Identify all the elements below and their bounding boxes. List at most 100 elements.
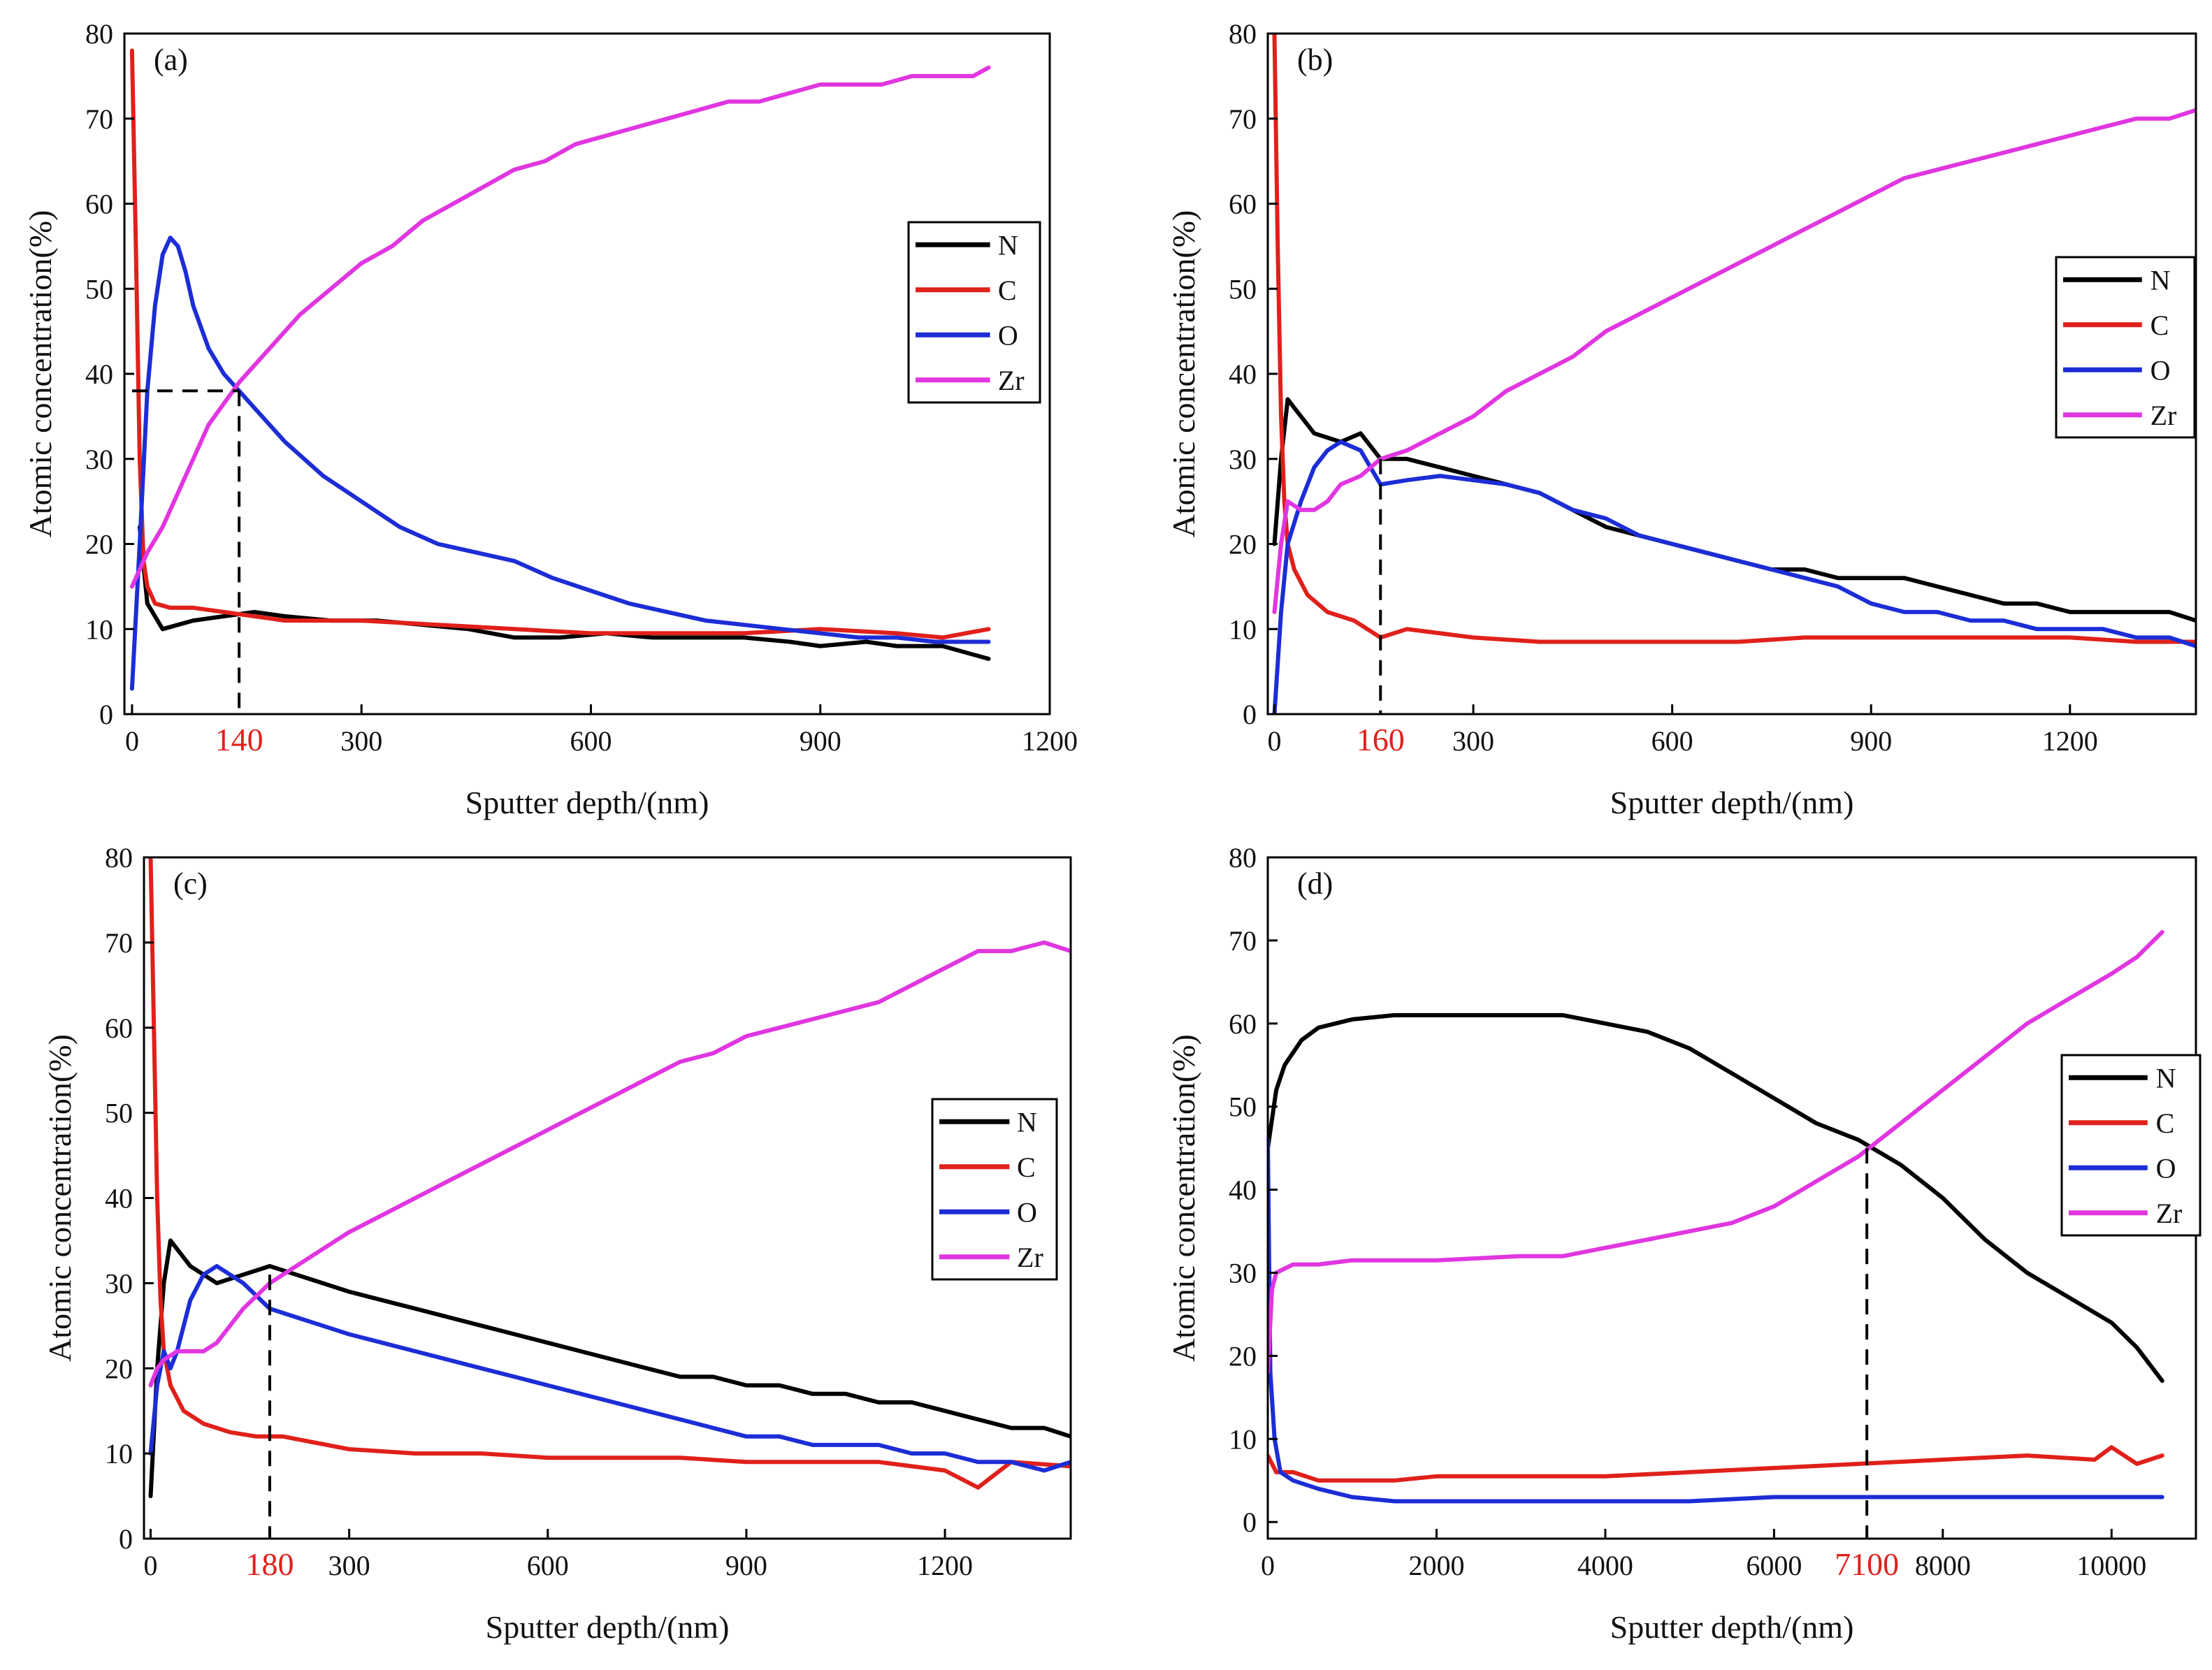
- y-tick-label: 40: [1229, 1175, 1257, 1206]
- y-tick-label: 80: [105, 842, 133, 873]
- x-tick-label: 600: [570, 725, 612, 757]
- series-line-N: [1268, 1012, 2164, 1384]
- legend: NCO Zr: [2060, 1054, 2202, 1237]
- series-line-Zr: [129, 65, 991, 589]
- x-tick-label: 1200: [1022, 725, 1078, 757]
- x-axis-title: Sputter depth/(nm): [1610, 1609, 1854, 1645]
- panel-label: (b): [1297, 43, 1333, 77]
- legend-box: [2055, 256, 2196, 439]
- legend: NCO Zr: [931, 1098, 1058, 1281]
- legend-label-N: N: [2156, 1062, 2176, 1094]
- y-tick-label: 30: [1229, 444, 1257, 475]
- x-tick-label: 8000: [1915, 1550, 1971, 1581]
- legend-label-O: O: [2156, 1152, 2176, 1184]
- panel-label: (d): [1297, 866, 1333, 901]
- series-group: [1272, 34, 2196, 714]
- x-tick-label: 10000: [2076, 1550, 2146, 1581]
- x-tick-label: 6000: [1746, 1550, 1802, 1581]
- plot-frame: [1266, 856, 2197, 1540]
- y-tick-label: 20: [85, 529, 113, 560]
- legend-label-N: N: [2150, 264, 2171, 296]
- series-line-O: [129, 235, 991, 691]
- y-tick-label: 10: [105, 1438, 133, 1469]
- legend-label-Zr: Zr: [1017, 1242, 1043, 1273]
- legend-label-O: O: [2150, 354, 2171, 386]
- y-axis-title: Atomic concentration(%): [22, 210, 58, 538]
- x-tick-label: 0: [125, 725, 139, 757]
- y-tick-label: 30: [1229, 1258, 1257, 1289]
- chart-panel-4: 0 10 20 30 40 50 60 70 80 0 2000 4000 6000 8000 10000 7…: [1166, 842, 2202, 1645]
- y-tick-label: 30: [105, 1268, 133, 1299]
- y-tick-label: 50: [85, 273, 113, 305]
- y-tick-label: 50: [105, 1098, 133, 1129]
- y-tick-label: 30: [85, 444, 113, 475]
- legend: NCO Zr: [2055, 256, 2196, 439]
- chart-panel-3: 0 10 20 30 40 50 60 70 80 0 300 600 900 1200 180 Sputte…: [42, 842, 1072, 1645]
- legend-label-Zr: Zr: [998, 365, 1025, 396]
- legend-label-N: N: [998, 229, 1018, 261]
- marker-depth-label: 140: [215, 722, 263, 757]
- y-tick-label: 80: [85, 18, 113, 50]
- y-tick-label: 10: [1229, 613, 1257, 645]
- x-tick-label: 300: [340, 725, 382, 757]
- x-tick-label: 900: [725, 1550, 767, 1581]
- y-axis-title: Atomic concentration(%): [1166, 210, 1201, 538]
- y-tick-label: 20: [1229, 529, 1257, 560]
- series-line-Zr: [148, 940, 1071, 1388]
- chart-panel-2: 0 10 20 30 40 50 60 70 80 0 300 600 900 1200 160 Sputte…: [1166, 18, 2197, 820]
- y-tick-label: 0: [119, 1523, 133, 1555]
- y-axis-title: Atomic concentration(%): [42, 1034, 78, 1362]
- y-tick-label: 80: [1229, 18, 1257, 50]
- series-group: [148, 857, 1071, 1499]
- x-tick-label: 300: [1452, 725, 1494, 757]
- y-tick-label: 70: [1229, 103, 1257, 135]
- legend-label-O: O: [998, 319, 1018, 351]
- y-tick-label: 0: [99, 699, 113, 730]
- panel-label: (a): [154, 43, 188, 77]
- x-tick-label: 600: [1651, 725, 1693, 757]
- legend-label-C: C: [2150, 310, 2169, 341]
- x-tick-label: 0: [1261, 1550, 1275, 1581]
- y-tick-label: 40: [1229, 358, 1257, 390]
- series-line-O: [148, 1264, 1071, 1473]
- x-tick-label: 900: [800, 725, 841, 757]
- marker-depth-label: 180: [245, 1546, 294, 1582]
- legend-box: [931, 1098, 1058, 1281]
- y-tick-label: 10: [85, 613, 113, 645]
- y-tick-label: 50: [1229, 1091, 1257, 1123]
- y-tick-label: 20: [1229, 1340, 1257, 1372]
- y-tick-label: 60: [1229, 189, 1257, 220]
- chart-panel-1: 0 10 20 30 40 50 60 70 80 0 300 600 900 1200 140 Sputte…: [22, 18, 1078, 820]
- series-line-Zr: [1272, 108, 2196, 614]
- x-tick-label: 600: [527, 1550, 569, 1581]
- x-axis-title: Sputter depth/(nm): [486, 1609, 730, 1645]
- series-line-O: [1272, 440, 2196, 714]
- series-line-C: [1268, 1445, 2164, 1483]
- legend-label-C: C: [998, 275, 1017, 306]
- x-axis-title: Sputter depth/(nm): [1610, 785, 1854, 820]
- series-line-O: [1268, 1138, 2164, 1504]
- series-group: [129, 48, 991, 691]
- x-tick-label: 900: [1850, 725, 1892, 757]
- x-tick-label: 4000: [1577, 1550, 1633, 1581]
- x-tick-label: 0: [1267, 725, 1281, 757]
- panel-label: (c): [173, 866, 208, 901]
- y-tick-label: 70: [1229, 925, 1257, 957]
- legend-box: [2060, 1054, 2202, 1237]
- x-tick-label: 1200: [917, 1550, 973, 1581]
- legend-label-C: C: [1017, 1152, 1036, 1183]
- series-line-Zr: [1268, 930, 2164, 1375]
- legend-box: [907, 221, 1041, 404]
- y-tick-label: 60: [105, 1012, 133, 1044]
- y-tick-label: 70: [85, 103, 113, 135]
- y-tick-label: 40: [105, 1183, 133, 1214]
- y-tick-label: 10: [1229, 1423, 1257, 1455]
- y-tick-label: 60: [1229, 1008, 1257, 1040]
- x-tick-label: 1200: [2042, 725, 2098, 757]
- x-tick-label: 0: [143, 1550, 157, 1581]
- legend-label-Zr: Zr: [2150, 400, 2177, 431]
- series-line-C: [1272, 34, 2196, 644]
- x-tick-label: 2000: [1408, 1550, 1464, 1581]
- series-line-N: [137, 525, 991, 661]
